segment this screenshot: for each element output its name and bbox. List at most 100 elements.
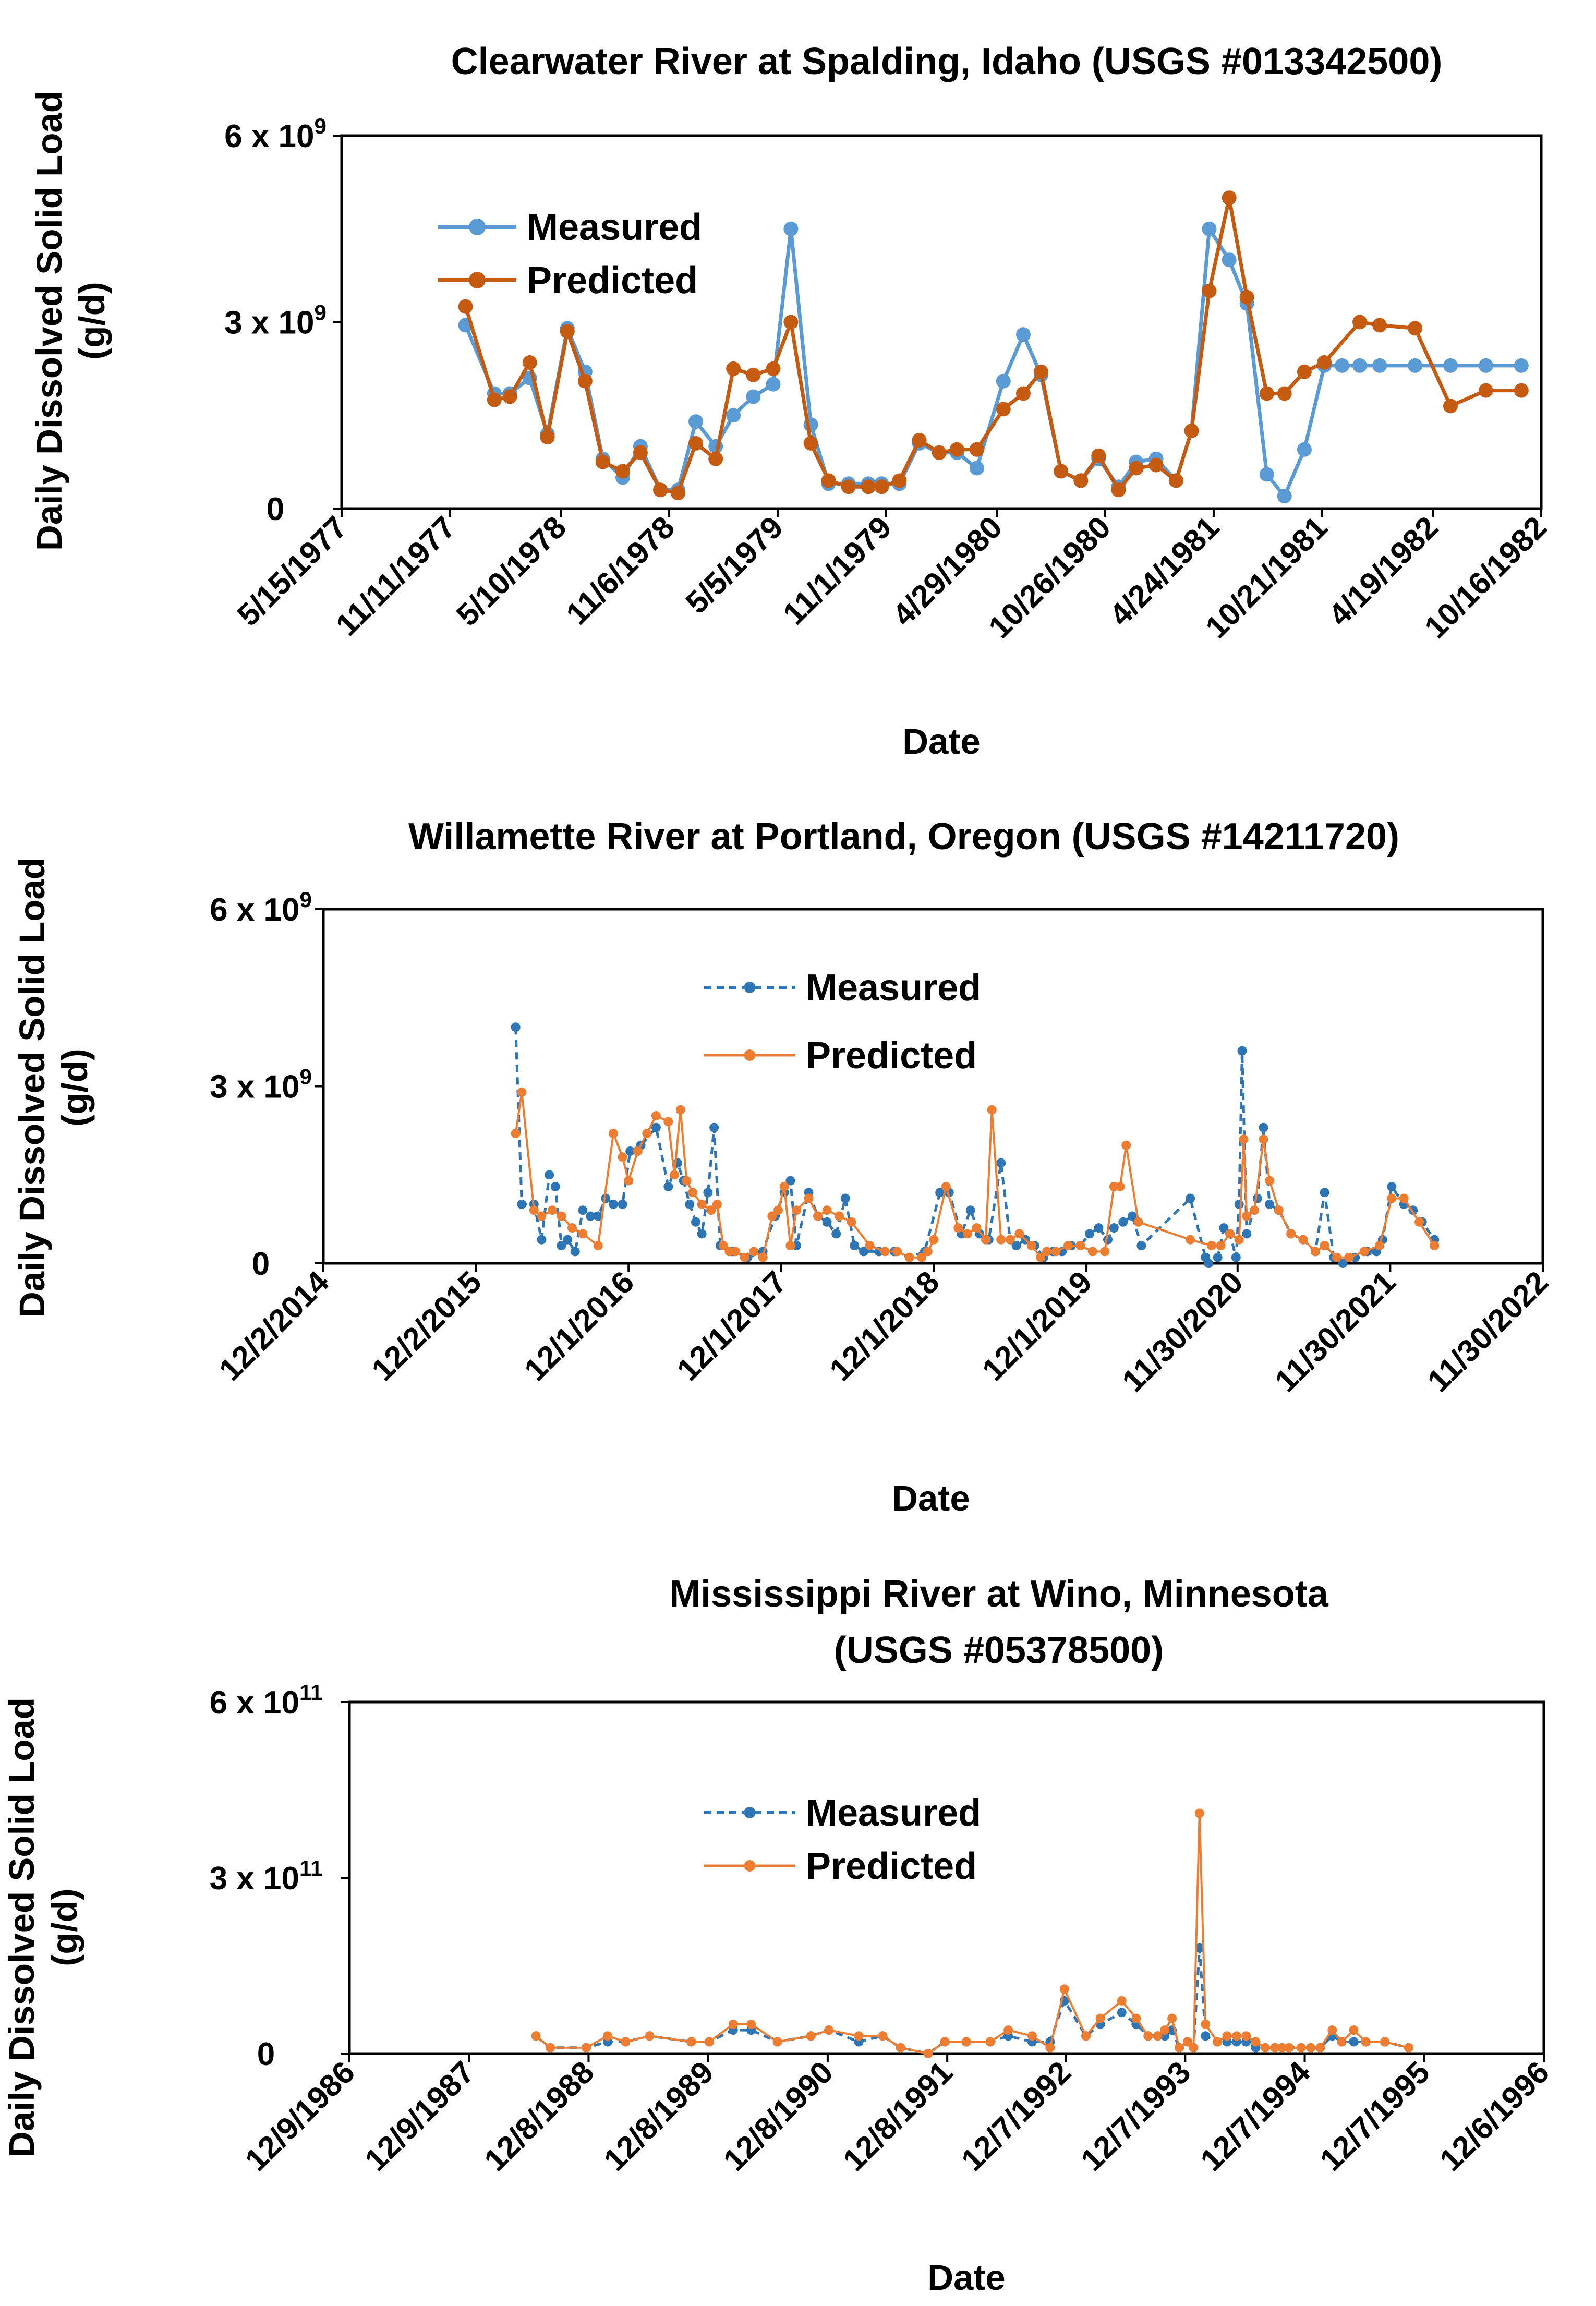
- data-point-predicted: [803, 436, 818, 451]
- data-point-measured: [563, 1235, 573, 1245]
- data-point-predicted: [718, 1241, 728, 1251]
- data-point-predicted: [1100, 1247, 1110, 1257]
- series-predicted: [531, 1808, 1413, 2058]
- data-point-predicted: [1349, 2025, 1359, 2035]
- data-point-measured: [1338, 1259, 1348, 1268]
- data-point-measured: [1202, 221, 1217, 236]
- data-point-measured: [685, 1199, 695, 1209]
- data-point-predicted: [1115, 1181, 1125, 1191]
- data-point-measured: [996, 1158, 1006, 1168]
- x-tick-label: 11/1/1979: [776, 510, 898, 632]
- data-point-predicted: [792, 1205, 802, 1215]
- data-point-measured: [859, 1247, 868, 1257]
- data-point-measured: [570, 1247, 580, 1257]
- data-point-predicted: [1320, 1241, 1329, 1251]
- data-point-predicted: [624, 1176, 634, 1186]
- data-point-predicted: [1274, 1205, 1284, 1215]
- data-point-measured: [783, 221, 799, 236]
- data-point-predicted: [1277, 2043, 1287, 2053]
- x-tick-label: 12/1/2018: [823, 1264, 946, 1387]
- legend-swatch-marker-measured: [744, 1807, 756, 1818]
- data-point-predicted: [1003, 2025, 1013, 2035]
- y-tick-label: 3 x 109: [210, 1065, 312, 1105]
- data-point-predicted: [1374, 1241, 1384, 1251]
- x-tick-label: 12/8/1990: [717, 2055, 840, 2178]
- x-tick-label: 11/6/1978: [559, 510, 681, 632]
- data-point-predicted: [688, 436, 703, 451]
- x-tick-label: 12/2/2014: [212, 1264, 336, 1387]
- data-point-predicted: [996, 402, 1011, 417]
- data-point-predicted: [1121, 1140, 1131, 1150]
- data-point-predicted: [458, 299, 473, 314]
- y-tick-label: 0: [267, 491, 284, 527]
- data-point-predicted: [609, 1129, 618, 1138]
- data-point-predicted: [835, 1211, 844, 1221]
- y-tick-label: 6 x 1011: [210, 1680, 323, 1721]
- data-point-measured: [1443, 358, 1458, 373]
- data-point-predicted: [1174, 2043, 1184, 2053]
- y-axis-title: Daily Dissolved Solid Load(g/d): [12, 858, 95, 1318]
- x-axis-title: Date: [902, 721, 981, 762]
- legend-swatch-marker-measured: [469, 219, 486, 235]
- data-point-predicted: [917, 1252, 927, 1262]
- data-point-predicted: [1259, 1134, 1268, 1144]
- data-point-measured: [609, 1199, 618, 1209]
- data-point-predicted: [621, 2037, 631, 2047]
- chart-title: Willamette River at Portland, Oregon (US…: [408, 816, 1399, 858]
- data-point-predicted: [502, 389, 517, 404]
- data-point-predicted: [731, 1247, 741, 1257]
- legend-label-measured: Measured: [806, 967, 981, 1009]
- x-axis-title: Date: [927, 2257, 1006, 2298]
- data-point-predicted: [682, 1176, 692, 1186]
- data-point-predicted: [1241, 2031, 1251, 2041]
- data-point-measured: [550, 1181, 560, 1191]
- data-point-measured: [1372, 358, 1387, 373]
- data-point-predicted: [1277, 386, 1292, 401]
- data-point-measured: [1252, 1193, 1262, 1203]
- data-point-measured: [663, 1181, 673, 1191]
- legend-swatch-marker-predicted: [469, 272, 486, 288]
- chart-title-line: (USGS #05378500): [834, 1629, 1164, 1671]
- x-tick-label: 11/11/1977: [329, 510, 462, 643]
- data-point-predicted: [1514, 383, 1529, 398]
- data-point-predicted: [1286, 1229, 1296, 1239]
- x-tick-label: 5/5/1979: [679, 510, 790, 621]
- data-point-predicted: [1087, 1247, 1097, 1257]
- data-point-predicted: [1399, 1193, 1409, 1203]
- data-point-measured: [996, 373, 1011, 389]
- data-point-predicted: [1148, 457, 1164, 473]
- data-point-predicted: [1216, 1241, 1226, 1251]
- data-point-predicted: [1014, 1229, 1024, 1239]
- data-point-predicted: [746, 2019, 756, 2029]
- x-tick-label: 12/1/2016: [517, 1264, 640, 1387]
- legend-label-predicted: Predicted: [806, 1035, 977, 1077]
- data-point-predicted: [1005, 1235, 1015, 1245]
- data-point-predicted: [1036, 1252, 1046, 1262]
- data-point-predicted: [1443, 399, 1458, 414]
- data-point-predicted: [670, 1170, 679, 1180]
- data-point-predicted: [642, 1129, 652, 1138]
- series-predicted: [458, 190, 1529, 501]
- data-point-predicted: [1133, 1217, 1143, 1227]
- data-point-predicted: [1129, 461, 1144, 476]
- x-tick-label: 5/10/1978: [450, 510, 573, 633]
- data-point-predicted: [969, 442, 984, 457]
- data-point-predicted: [663, 1117, 673, 1127]
- data-point-predicted: [1380, 2037, 1390, 2047]
- x-tick-label: 12/9/1987: [358, 2055, 481, 2178]
- y-tick-label: 0: [257, 2036, 275, 2072]
- data-point-measured: [1237, 1046, 1247, 1056]
- data-point-measured: [1219, 1223, 1229, 1233]
- data-point-predicted: [688, 1188, 698, 1198]
- data-point-predicted: [651, 1111, 661, 1121]
- data-point-predicted: [1207, 1241, 1216, 1251]
- data-point-predicted: [940, 2037, 950, 2047]
- data-point-predicted: [824, 2025, 834, 2035]
- data-point-predicted: [1184, 424, 1199, 438]
- data-point-measured: [1277, 489, 1292, 504]
- data-point-predicted: [1222, 2031, 1232, 2041]
- data-point-measured: [1109, 1223, 1119, 1233]
- data-point-predicted: [1051, 1247, 1061, 1257]
- data-point-predicted: [712, 1199, 722, 1209]
- data-point-predicted: [653, 482, 668, 498]
